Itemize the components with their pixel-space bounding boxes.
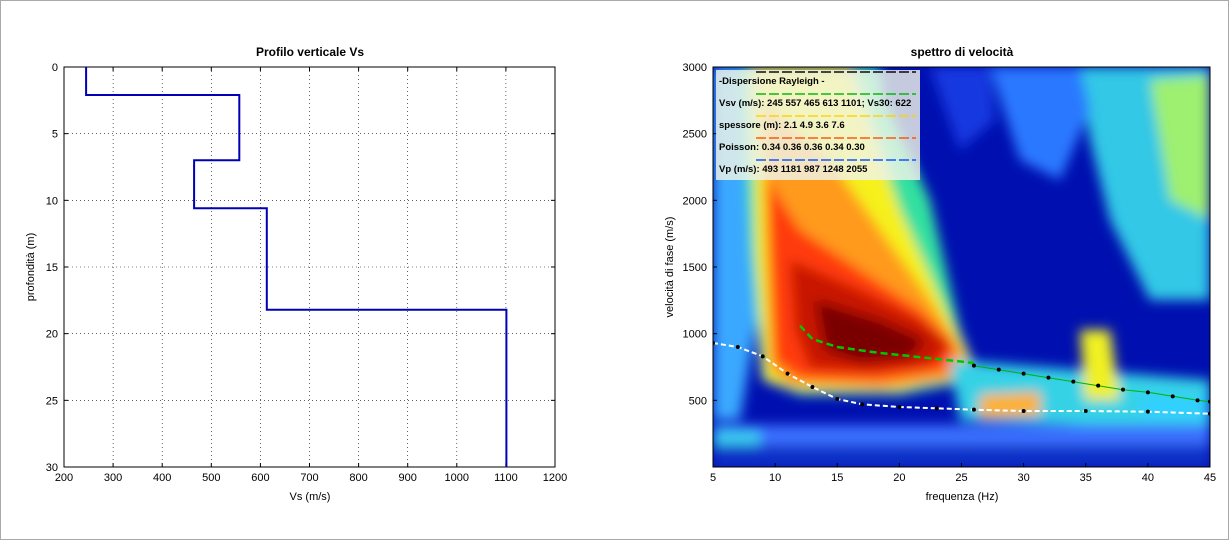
y-tick-label: 15: [46, 262, 58, 274]
velocity-spectrum-chart: spettro di velocità: [664, 45, 1216, 503]
y-tick-label: 30: [46, 462, 58, 474]
picked-point: [835, 397, 840, 401]
spectrum-ticks: 5 10 15 20 25 30 35 40 45 500 1000 1500 2000 2500 3000: [683, 62, 1217, 484]
y-tick-label: 1000: [683, 329, 707, 341]
y-tick-label: 20: [46, 329, 58, 341]
vs-profile-xlabel: Vs (m/s): [290, 491, 331, 503]
x-tick-label: 600: [251, 472, 269, 484]
picked-point: [971, 407, 976, 412]
x-tick-label: 5: [710, 472, 716, 484]
picked-point: [735, 345, 740, 349]
spectrum-xlabel: frequenza (Hz): [926, 491, 999, 503]
picked-point: [1208, 399, 1210, 404]
y-tick-label: 2500: [683, 129, 707, 141]
y-tick-label: 25: [46, 395, 58, 407]
x-tick-label: 35: [1080, 472, 1092, 484]
picked-point: [1145, 390, 1150, 395]
spectrum-curves: [713, 324, 1210, 416]
x-tick-label: 30: [1018, 472, 1030, 484]
dispersion-legend: -Dispersione Rayleigh - Vsv (m/s): 245 55…: [716, 70, 920, 180]
picked-point: [810, 385, 815, 389]
vs-profile-ticks: 200 300 400 500 600 700 800 900 1000 1100 1200 0 5 10…: [46, 62, 567, 484]
y-tick-label: 2000: [683, 195, 707, 207]
y-tick-label: 500: [689, 395, 707, 407]
picked-point: [1195, 398, 1200, 403]
x-tick-label: 40: [1142, 472, 1154, 484]
picked-point: [996, 367, 1001, 372]
legend-row: Vp (m/s): 493 1181 987 1248 2055: [719, 164, 868, 175]
vs-profile-ylabel: profondità (m): [25, 233, 37, 301]
picked-point: [897, 405, 902, 409]
y-tick-label: 5: [52, 129, 58, 141]
x-tick-label: 500: [202, 472, 220, 484]
y-tick-label: 0: [52, 62, 58, 74]
x-tick-label: 10: [769, 472, 781, 484]
vs-profile-chart: Profilo verticale Vs 200 300 400 500 600 700 8…: [25, 45, 567, 503]
vs-profile-grid: [64, 67, 555, 467]
picked-point: [860, 402, 865, 407]
picked-point: [1046, 375, 1051, 380]
x-tick-label: 300: [104, 472, 122, 484]
x-tick-label: 1100: [494, 472, 518, 484]
x-tick-label: 1200: [543, 472, 567, 484]
x-tick-label: 900: [399, 472, 417, 484]
y-tick-label: 3000: [683, 62, 707, 74]
vs-profile-title: Profilo verticale Vs: [256, 45, 364, 59]
picked-point: [1145, 409, 1150, 414]
picked-point: [785, 371, 790, 376]
vs-profile-line: [85, 67, 508, 467]
legend-background: [716, 70, 920, 180]
picked-point: [713, 341, 715, 345]
x-tick-label: 800: [349, 472, 367, 484]
picked-point: [934, 406, 939, 411]
picked-point: [1096, 383, 1101, 388]
y-tick-label: 1500: [683, 262, 707, 274]
y-tick-label: 10: [46, 195, 58, 207]
picked-point: [1208, 411, 1210, 416]
picked-point: [1071, 379, 1076, 384]
x-tick-label: 15: [831, 472, 843, 484]
x-tick-label: 45: [1204, 472, 1216, 484]
legend-row: Vsv (m/s): 245 557 465 613 1101; Vs30: 6…: [719, 98, 911, 109]
dispersion-curve-white: [713, 342, 1210, 415]
picked-point: [1083, 409, 1088, 413]
spectrum-heatmap: [713, 67, 1210, 467]
picked-point: [1021, 371, 1026, 376]
picked-point: [760, 354, 765, 359]
x-tick-label: 20: [893, 472, 905, 484]
x-tick-label: 400: [153, 472, 171, 484]
x-tick-label: 1000: [445, 472, 469, 484]
legend-row: Poisson: 0.34 0.36 0.36 0.34 0.30: [719, 142, 865, 153]
spectrum-ylabel: velocità di fase (m/s): [664, 217, 676, 318]
x-tick-label: 25: [955, 472, 967, 484]
spectrum-title: spettro di velocità: [911, 45, 1014, 59]
picked-point: [1170, 394, 1175, 399]
picked-point: [1021, 409, 1026, 413]
legend-row: spessore (m): 2.1 4.9 3.6 7.6: [719, 120, 845, 131]
picked-point: [1121, 387, 1126, 392]
picked-point: [971, 363, 976, 368]
x-tick-label: 700: [300, 472, 318, 484]
x-tick-label: 200: [55, 472, 73, 484]
dispersion-curve-green: [799, 324, 975, 365]
legend-row: -Dispersione Rayleigh -: [719, 76, 825, 87]
vs-profile-series: [85, 67, 508, 467]
